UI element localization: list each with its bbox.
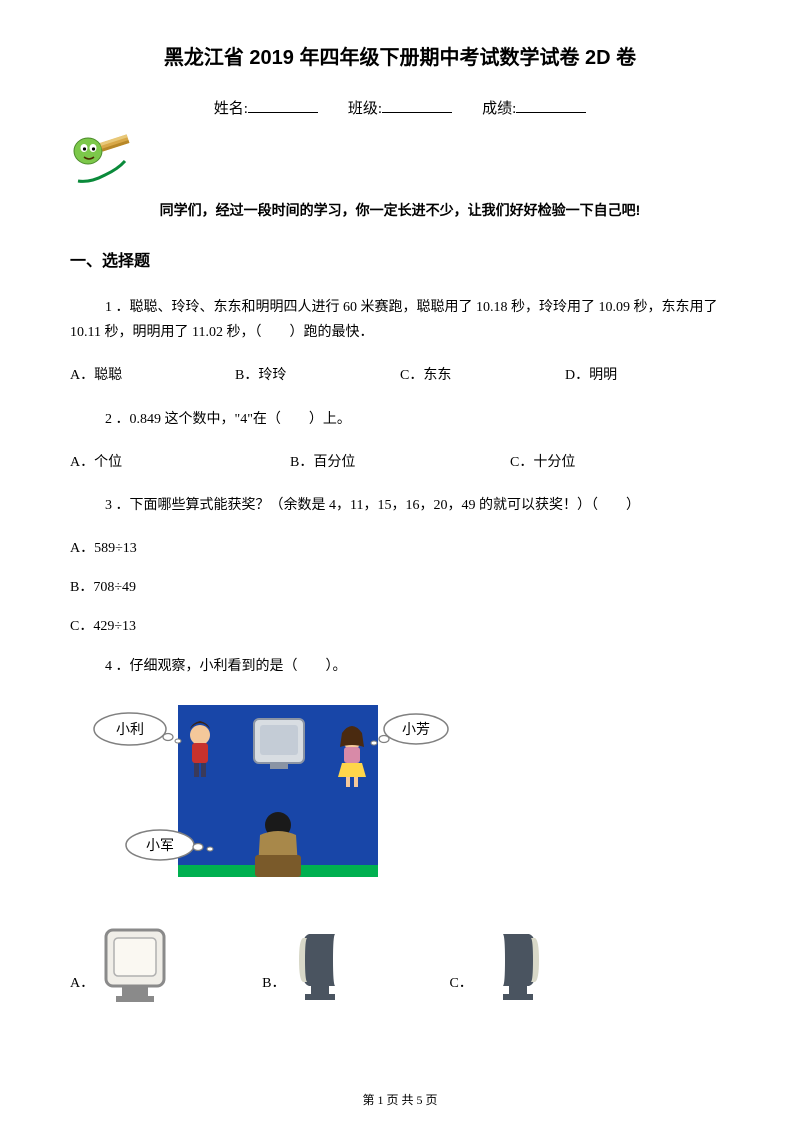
q1-text: 1 ．聪聪、玲玲、东东和明明四人进行 60 米赛跑，聪聪用了 10.18 秒，玲… bbox=[70, 295, 730, 345]
tv-front-icon bbox=[100, 926, 172, 1004]
q2-text: 2 ．0.849 这个数中，"4"在（ ）上。 bbox=[70, 407, 730, 432]
q1-option-c[interactable]: C．东东 bbox=[400, 363, 565, 388]
q4-scene-image: 小利 小芳 小军 bbox=[90, 697, 730, 896]
name-label: 姓名: bbox=[214, 101, 248, 117]
q4-opt-c-label: C． bbox=[449, 971, 472, 1004]
tv-side-right-icon bbox=[479, 926, 547, 1004]
score-blank[interactable] bbox=[516, 97, 586, 113]
q3-option-a[interactable]: A．589÷13 bbox=[70, 536, 730, 561]
q4-answer-options: A． B． C． bbox=[70, 926, 730, 1004]
bubble-xiaoli: 小利 bbox=[116, 722, 144, 738]
q2-option-b[interactable]: B．百分位 bbox=[290, 450, 510, 475]
name-blank[interactable] bbox=[248, 97, 318, 113]
q4-opt-a-label: A． bbox=[70, 971, 94, 1004]
pencil-icon bbox=[70, 133, 730, 188]
tv-side-left-icon bbox=[291, 926, 359, 1004]
q3-option-b[interactable]: B．708÷49 bbox=[70, 575, 730, 600]
q1-option-b[interactable]: B．玲玲 bbox=[235, 363, 400, 388]
q4-option-b[interactable]: B． bbox=[262, 926, 359, 1004]
q3-text: 3 ．下面哪些算式能获奖？（余数是 4，11，15，16，20，49 的就可以获… bbox=[70, 493, 730, 518]
q2-option-a[interactable]: A．个位 bbox=[70, 450, 290, 475]
q2-option-c[interactable]: C．十分位 bbox=[510, 450, 730, 475]
q2-options: A．个位 B．百分位 C．十分位 bbox=[70, 450, 730, 475]
q4-text: 4 ．仔细观察，小利看到的是（ ）。 bbox=[70, 654, 730, 679]
q4-option-c[interactable]: C． bbox=[449, 926, 546, 1004]
bubble-xiaofang: 小芳 bbox=[402, 721, 430, 738]
score-label: 成绩: bbox=[482, 101, 516, 117]
q4-option-a[interactable]: A． bbox=[70, 926, 172, 1004]
q3-option-c[interactable]: C．429÷13 bbox=[70, 614, 730, 639]
q1-option-a[interactable]: A．聪聪 bbox=[70, 363, 235, 388]
bubble-xiaojun: 小军 bbox=[146, 838, 174, 854]
q1-options: A．聪聪 B．玲玲 C．东东 D．明明 bbox=[70, 363, 730, 388]
page-footer: 第 1 页 共 5 页 bbox=[0, 1090, 800, 1112]
class-blank[interactable] bbox=[382, 97, 452, 113]
info-row: 姓名: 班级: 成绩: bbox=[70, 96, 730, 123]
q4-opt-b-label: B． bbox=[262, 971, 285, 1004]
q1-option-d[interactable]: D．明明 bbox=[565, 363, 730, 388]
encouragement-text: 同学们，经过一段时间的学习，你一定长进不少，让我们好好检验一下自己吧! bbox=[70, 198, 730, 223]
exam-title: 黑龙江省 2019 年四年级下册期中考试数学试卷 2D 卷 bbox=[70, 40, 730, 76]
section1-title: 一、选择题 bbox=[70, 248, 730, 277]
class-label: 班级: bbox=[348, 101, 382, 117]
